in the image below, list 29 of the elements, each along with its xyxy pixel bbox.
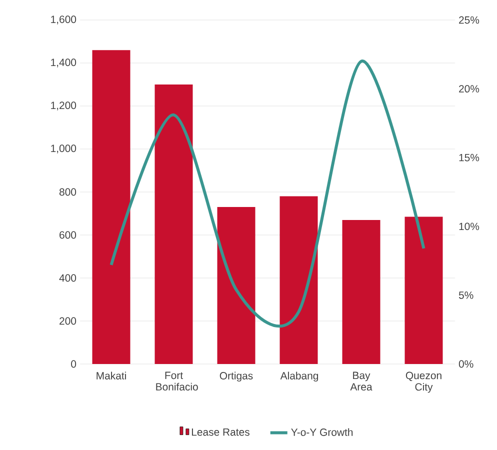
y-tick-label: 800 [59,188,76,196]
x-tick-label: Quezon City [406,372,442,393]
y-tick-label: 1,400 [51,58,76,68]
y2-tick-label: 15% [459,154,480,162]
y2-tick-label: 0% [458,360,474,368]
bar [342,220,380,364]
y2-tick-label: 10% [459,222,480,230]
x-tick-label: Ortigas [220,372,253,382]
y2-tick-label: 5% [458,292,474,299]
bar [217,207,256,364]
y-tick-label: 1,000 [51,144,76,154]
legend-label: Lease Rates [192,428,250,436]
y-tick-label: 1,200 [51,102,76,110]
x-tick-label: Bay Area [350,372,372,391]
x-tick-label: Alabang [280,372,318,382]
bar [92,50,130,364]
y-tick-label: 1,600 [51,16,76,24]
y-tick-label: 200 [60,317,76,325]
y-tick-label: 0 [71,360,76,368]
y2-tick-label: 25% [459,16,480,24]
y-tick-label: 400 [59,274,76,282]
bar [154,84,193,364]
x-tick-label: Fort Bonifacio [156,372,198,391]
y2-tick-label: 20% [459,85,480,93]
bar [280,196,318,364]
legend-label: Y-o-Y Growth [291,428,353,436]
y-tick-label: 600 [60,231,76,239]
bar [404,216,443,364]
x-tick-label: Makati [96,372,126,380]
